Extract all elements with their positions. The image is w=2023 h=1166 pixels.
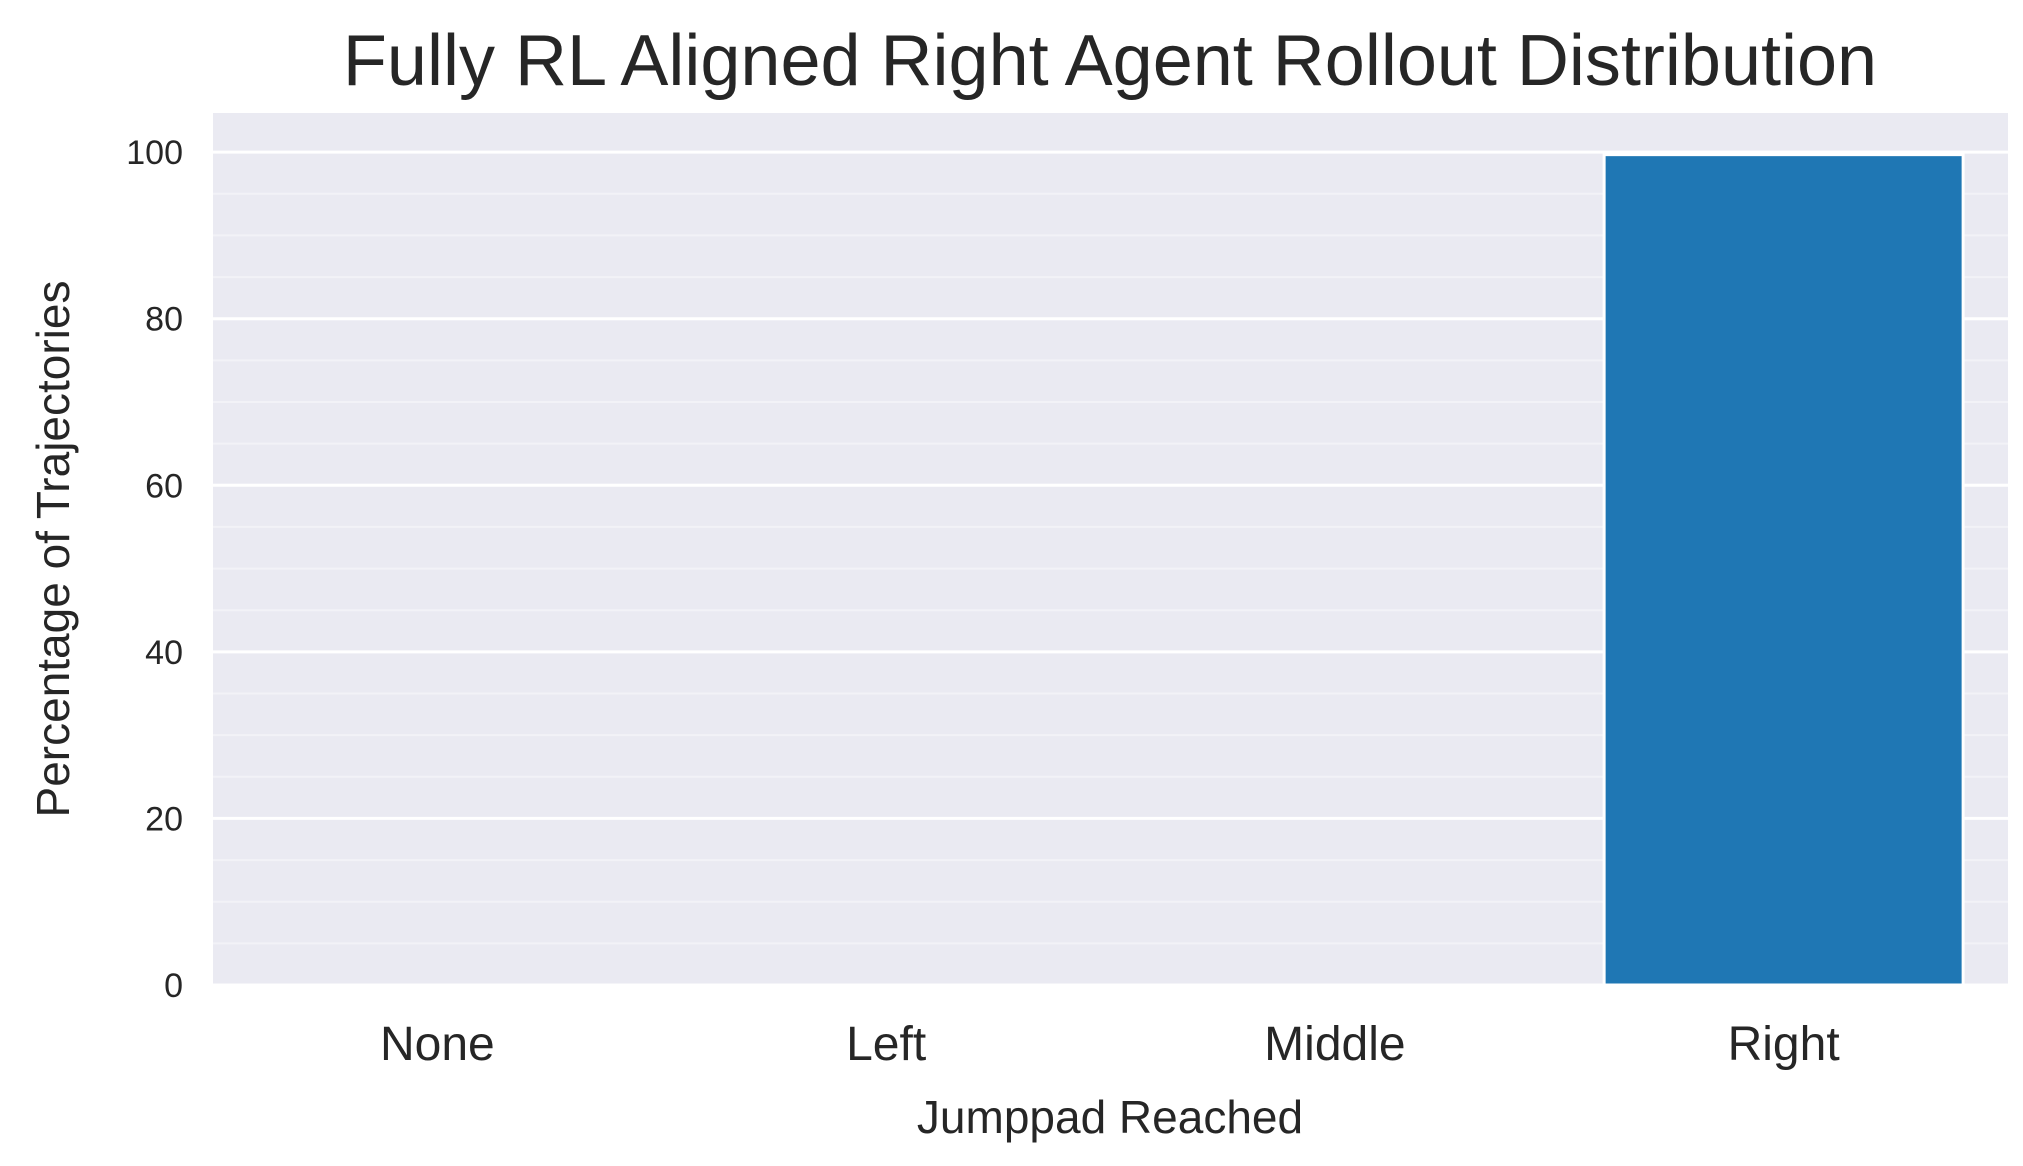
y-tick-label: 20 xyxy=(145,800,183,838)
y-tick-label: 0 xyxy=(164,967,183,1005)
y-tick-label: 100 xyxy=(126,134,183,172)
y-tick-labels: 0 20 40 60 80 100 xyxy=(126,134,183,1005)
x-tick-label: Left xyxy=(846,1018,926,1071)
chart-title: Fully RL Aligned Right Agent Rollout Dis… xyxy=(343,21,1877,101)
x-axis-label: Jumppad Reached xyxy=(917,1091,1303,1143)
y-axis-label: Percentage of Trajectories xyxy=(27,281,79,818)
y-tick-label: 80 xyxy=(145,301,183,339)
bars xyxy=(1602,153,1965,987)
x-tick-label: Middle xyxy=(1264,1018,1405,1071)
y-tick-label: 60 xyxy=(145,467,183,505)
y-tick-label: 40 xyxy=(145,634,183,672)
x-tick-label: Right xyxy=(1728,1018,1840,1071)
x-tick-label: None xyxy=(380,1018,495,1071)
bar-right xyxy=(1602,153,1965,987)
x-tick-labels: None Left Middle Right xyxy=(380,1018,1840,1071)
